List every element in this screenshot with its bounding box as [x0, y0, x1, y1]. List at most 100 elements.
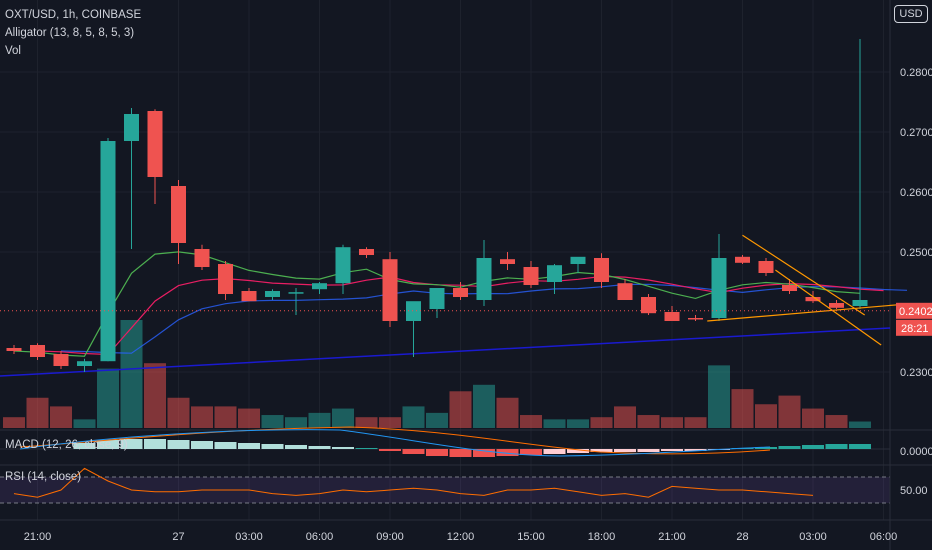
macd-histogram-bar: [496, 449, 519, 456]
last-price-badge: [896, 302, 932, 319]
candle-body: [218, 264, 233, 294]
macd-histogram-bar: [661, 449, 683, 451]
volume-bar: [778, 395, 801, 428]
candle-body: [288, 292, 304, 294]
candle-body: [829, 303, 844, 308]
candle-body: [617, 283, 633, 300]
macd-histogram-bar: [637, 449, 660, 452]
candle-body: [171, 186, 186, 243]
volume-legend: Vol: [5, 45, 21, 57]
candle-body: [735, 256, 750, 263]
volume-bar: [825, 415, 848, 428]
trend-line: [0, 327, 891, 377]
x-tick-label: 21:00: [658, 531, 686, 543]
macd-histogram-bar: [144, 439, 166, 449]
macd-histogram-bar: [755, 447, 777, 449]
volume-bar: [849, 421, 871, 428]
macd-histogram-bar: [120, 439, 143, 449]
volume-bar: [473, 384, 495, 428]
macd-histogram-bar: [473, 449, 495, 457]
candle-body: [335, 247, 351, 284]
volume-bar: [238, 408, 260, 428]
macd-histogram-bar: [802, 445, 824, 449]
volume-bar: [661, 417, 683, 428]
volume-bar: [285, 417, 307, 428]
candle-body: [476, 258, 492, 300]
volume-bar: [684, 417, 707, 428]
macd-signal-line: [19, 426, 771, 455]
countdown-badge: [896, 319, 932, 336]
volume-bar: [379, 417, 401, 428]
wedge-line-lower: [707, 304, 898, 322]
rsi-line: [13, 467, 814, 498]
volume-bar: [520, 415, 542, 428]
macd-legend: MACD (12, 26, close, 9): [5, 439, 128, 451]
volume-bar: [614, 406, 636, 428]
candle-body: [100, 141, 116, 362]
macd-histogram-bar: [590, 449, 613, 452]
candle-body: [594, 258, 609, 282]
macd-histogram-bar: [426, 449, 448, 456]
candle-body: [758, 261, 774, 273]
x-tick-label: 06:00: [306, 531, 334, 543]
macd-histogram-bar: [567, 449, 589, 453]
candle-body: [664, 312, 680, 321]
volume-bar: [449, 391, 472, 428]
volume-bar: [755, 404, 777, 428]
volume-bar: [731, 389, 754, 428]
candle-body: [688, 318, 703, 320]
volume-bar: [708, 365, 730, 428]
volume-bar: [402, 406, 425, 428]
volume-bar: [26, 397, 49, 428]
volume-bar: [214, 406, 237, 428]
volume-bar: [308, 412, 331, 428]
symbol-legend: OXT/USD, 1h, COINBASE: [5, 9, 142, 21]
macd-histogram-bar: [379, 449, 401, 451]
candle-body: [6, 348, 22, 351]
volume-bar: [120, 320, 143, 428]
macd-histogram-bar: [355, 448, 378, 449]
macd-line: [19, 429, 771, 457]
candle-body: [453, 288, 468, 297]
volume-bar: [167, 397, 190, 428]
currency-button[interactable]: USD: [894, 5, 928, 23]
macd-histogram-bar: [825, 444, 848, 449]
candle-body: [382, 259, 398, 321]
x-tick-label: 03:00: [799, 531, 827, 543]
candle-body: [547, 265, 562, 282]
x-tick-label: 06:00: [870, 531, 898, 543]
x-tick-label: 12:00: [447, 531, 475, 543]
volume-bar: [802, 408, 824, 428]
candle-body: [312, 283, 327, 290]
wedge-line-upper: [742, 234, 866, 316]
macd-histogram-bar: [614, 449, 636, 452]
candle-body: [429, 288, 445, 309]
y-tick-label: 0.2300: [900, 367, 932, 379]
volume-bar: [261, 415, 284, 428]
candle-body: [124, 114, 139, 141]
volume-bar: [73, 419, 96, 428]
macd-histogram-bar: [97, 440, 119, 449]
rsi-level-label: 50.00: [900, 485, 928, 497]
volume-bar: [355, 417, 378, 428]
volume-bar: [426, 412, 448, 428]
x-tick-label: 09:00: [376, 531, 404, 543]
alligator-legend: Alligator (13, 8, 5, 8, 5, 3): [5, 27, 135, 39]
volume-bar: [50, 406, 72, 428]
macd-histogram-bar: [849, 444, 871, 449]
candle-body: [570, 256, 586, 264]
x-tick-label: 03:00: [235, 531, 263, 543]
macd-histogram-bar: [449, 449, 472, 457]
volume-bar: [144, 363, 166, 428]
volume-bar: [590, 417, 613, 428]
macd-histogram-bar: [308, 446, 331, 449]
macd-histogram-bar: [191, 441, 213, 449]
candle-body: [147, 111, 163, 177]
x-tick-label: 21:00: [24, 531, 52, 543]
x-tick-label: 18:00: [588, 531, 616, 543]
volume-bar: [97, 368, 119, 428]
x-tick-label: 28: [736, 531, 748, 543]
target-line: [775, 269, 882, 346]
y-tick-label: 0.2700: [900, 127, 932, 139]
